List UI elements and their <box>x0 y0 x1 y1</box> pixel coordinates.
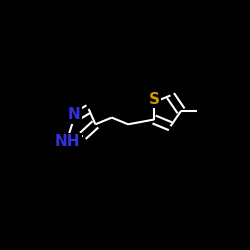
Text: S: S <box>148 92 160 107</box>
Text: N: N <box>68 107 80 122</box>
Text: NH: NH <box>55 134 80 149</box>
